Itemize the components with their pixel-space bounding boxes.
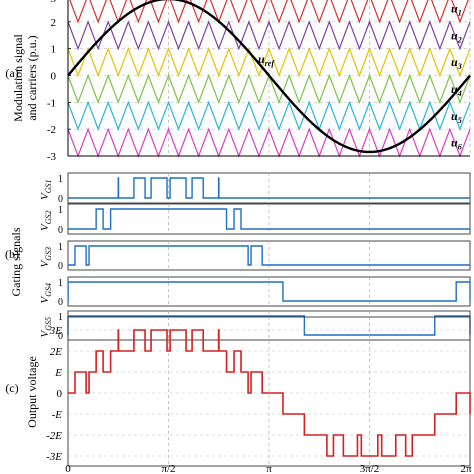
x-tick-label-c: π (266, 463, 272, 474)
panel-label-b: (b) (5, 247, 19, 261)
y-tick-label-c: 0 (57, 388, 63, 400)
gating-signal-GS4 (67, 281, 471, 302)
carrier-3 (67, 46, 471, 78)
y-tick-label-c: E (54, 367, 62, 379)
carrier-label-5: u5 (451, 109, 462, 125)
y-tick-label-a: 0 (51, 71, 57, 83)
y-tick-label-b: 1 (58, 205, 63, 216)
gating-signal-GS3 (68, 245, 470, 266)
gating-label-GS3: VGS3 (39, 247, 53, 268)
output-voltage-series (68, 329, 471, 457)
gating-label-GS5: VGS5 (39, 317, 53, 338)
y-tick-label-b: 0 (58, 297, 63, 308)
y-tick-label-c: -2E (46, 430, 62, 442)
gating-label-GS4: VGS4 (39, 283, 53, 304)
y-tick-label-b: 1 (58, 174, 63, 185)
y-tick-label-b: 1 (58, 312, 63, 323)
y-tick-label-b: 1 (58, 278, 63, 289)
gating-label-GS1: VGS1 (39, 179, 53, 200)
y-tick-label-b: 0 (58, 331, 63, 342)
y-axis-label-c: Output voltage (25, 356, 39, 428)
carrier-label-4: u4 (451, 82, 462, 98)
x-tick-label-c: 2π (460, 463, 472, 474)
y-tick-label-c: 3E (49, 325, 63, 337)
carrier-2 (67, 20, 471, 51)
y-tick-label-a: -2 (47, 124, 56, 136)
reference-label: uref (258, 52, 275, 68)
carrier-label-2: u2 (451, 28, 462, 44)
y-tick-label-c: 2E (50, 346, 63, 358)
panel-label-c: (c) (5, 381, 18, 395)
gating-signal-GS1 (68, 177, 470, 199)
carrier-5 (67, 100, 471, 131)
y-axis-label-a-1: Modulation signal (11, 34, 25, 122)
y-tick-label-a: 2 (51, 17, 57, 29)
carrier-label-1: u1 (451, 1, 462, 17)
y-tick-label-a: -3 (47, 151, 57, 163)
carrier-label-3: u3 (451, 55, 462, 71)
x-tick-label-c: 3π/2 (360, 463, 380, 474)
y-tick-label-b: 0 (58, 225, 63, 236)
y-axis-label-b: Gating signals (9, 227, 23, 296)
gating-signal-GS2 (68, 208, 470, 230)
y-tick-label-b: 0 (58, 261, 63, 272)
y-tick-label-a: 3 (51, 0, 57, 5)
y-tick-label-c: -E (52, 409, 63, 421)
y-tick-label-a: 1 (51, 44, 57, 56)
y-axis-label-a-2: and carriers (p.u.) (25, 35, 39, 120)
y-tick-label-b: 1 (58, 242, 63, 253)
x-tick-label-c: 0 (65, 463, 71, 474)
y-tick-label-b: 0 (58, 194, 63, 205)
carrier-6 (67, 127, 471, 158)
panel-label-a: (a) (5, 66, 18, 80)
carrier-1 (69, 0, 469, 24)
y-tick-label-a: -1 (47, 97, 56, 109)
carrier-label-6: u6 (451, 136, 462, 152)
reference-signal (67, 0, 471, 154)
panel-a-modulation: 2 1 0 -1 -2 -3 3 u1 u2 u3 u4 u5 u6 uref Modulation sig… (5, 0, 471, 163)
gating-label-GS2: VGS2 (39, 210, 53, 231)
x-tick-label-c: π/2 (161, 463, 175, 474)
y-tick-label-c: -3E (46, 451, 62, 463)
